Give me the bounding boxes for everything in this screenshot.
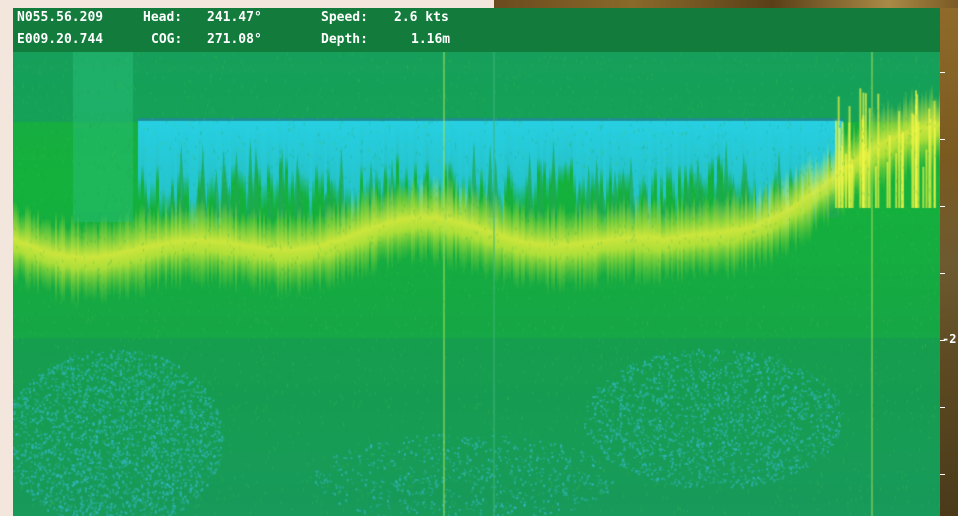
depth-scale-tick bbox=[940, 206, 945, 207]
background-photo bbox=[494, 0, 958, 8]
depth-scale-tick bbox=[940, 273, 945, 274]
nav-info-header: N055.56.209 Head: 241.47° Speed: 2.6 kts… bbox=[13, 8, 940, 52]
depth-value: 1.16m bbox=[411, 32, 451, 47]
speed-value: 2.6 kts bbox=[394, 10, 449, 25]
background-photo-edge bbox=[940, 8, 958, 516]
depth-scale-tick bbox=[940, 139, 945, 140]
heading-label: Head: bbox=[143, 10, 183, 25]
depth-scale-tick bbox=[940, 407, 945, 408]
speed-label: Speed: bbox=[321, 10, 368, 25]
depth-label: Depth: bbox=[321, 32, 368, 47]
cog-label: COG: bbox=[151, 32, 183, 47]
depth-scale-label: -2. bbox=[942, 332, 958, 346]
depth-scale-tick bbox=[940, 72, 945, 73]
sonar-echogram[interactable] bbox=[13, 8, 940, 516]
sonar-window[interactable]: N055.56.209 Head: 241.47° Speed: 2.6 kts… bbox=[13, 8, 940, 516]
depth-scale-tick bbox=[940, 340, 945, 341]
longitude-readout: E009.20.744 bbox=[17, 32, 104, 47]
depth-scale-tick bbox=[940, 474, 945, 475]
depth-scale: -2. bbox=[940, 8, 958, 516]
heading-value: 241.47° bbox=[207, 10, 262, 25]
latitude-readout: N055.56.209 bbox=[17, 10, 104, 25]
cog-value: 271.08° bbox=[207, 32, 262, 47]
